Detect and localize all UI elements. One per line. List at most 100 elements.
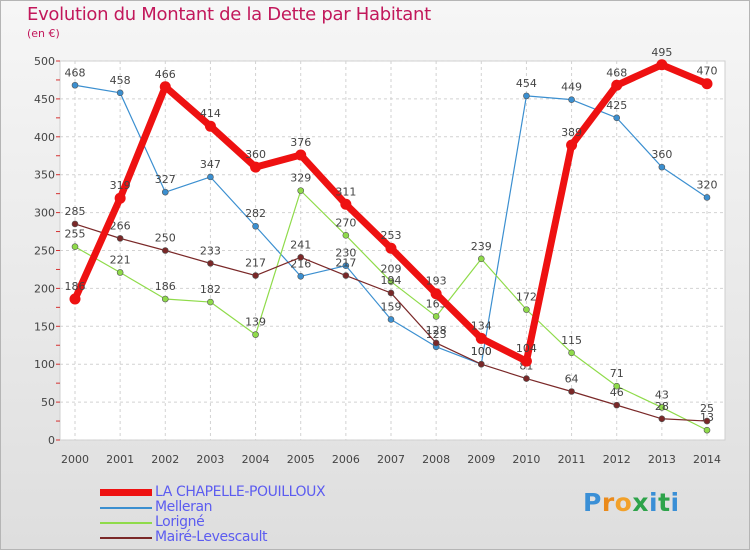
data-point-lorigne [252,331,259,338]
legend-item: Lorigné [100,514,400,530]
data-point-la-chapelle-pouilloux [520,355,532,367]
y-tick-label: 300 [34,207,55,220]
data-point-melleran [342,262,350,269]
data-point-maire-levescault [161,247,169,254]
legend-swatch [100,507,152,509]
data-point-melleran [71,81,79,89]
x-tick-label: 2009 [467,453,495,466]
data-label-la-chapelle-pouilloux: 495 [651,46,672,59]
data-label-melleran: 327 [155,173,176,186]
legend-item: Mairé-Levescault [100,529,400,545]
data-point-lorigne [71,243,79,251]
data-label-melleran: 458 [110,74,131,87]
y-tick-label: 200 [34,282,55,295]
data-point-melleran [658,163,666,171]
data-label-la-chapelle-pouilloux: 468 [606,66,627,79]
proxiti-logo: Proxiti [583,488,680,517]
y-tick-label: 450 [34,93,55,106]
data-label-lorigne: 329 [290,172,311,185]
y-tick-label: 0 [48,434,55,447]
y-tick-label: 150 [34,320,55,333]
legend-item: LA CHAPELLE-POUILLOUX [100,484,400,500]
logo-letter: P [583,488,602,517]
data-point-la-chapelle-pouilloux [430,288,442,300]
data-label-maire-levescault: 233 [200,244,221,257]
x-tick-label: 2000 [61,453,89,466]
logo-letter: r [601,488,615,517]
data-label-lorigne: 139 [245,316,266,329]
data-point-maire-levescault [297,254,305,261]
x-tick-label: 2008 [422,453,450,466]
data-point-lorigne [161,295,169,303]
x-tick-label: 2013 [648,453,676,466]
data-point-la-chapelle-pouilloux [475,332,487,344]
data-label-lorigne: 172 [516,291,537,304]
data-point-lorigne [207,298,214,306]
data-label-maire-levescault: 100 [471,345,492,358]
data-label-melleran: 282 [245,207,266,220]
y-tick-label: 350 [34,169,55,182]
data-point-maire-levescault [71,220,79,228]
data-label-maire-levescault: 241 [290,238,311,251]
data-point-maire-levescault [432,339,440,347]
data-point-lorigne [387,278,395,285]
data-point-la-chapelle-pouilloux [69,293,81,305]
legend-item: Melleran [100,499,400,515]
data-label-lorigne: 209 [381,263,402,276]
data-label-la-chapelle-pouilloux: 193 [426,275,447,288]
logo-letter: i [670,488,680,517]
data-label-la-chapelle-pouilloux: 376 [290,136,311,149]
data-point-maire-levescault [116,235,124,242]
data-label-la-chapelle-pouilloux: 104 [516,342,537,355]
data-label-lorigne: 43 [655,388,669,401]
data-point-lorigne [477,255,485,263]
data-label-maire-levescault: 28 [655,400,669,413]
data-label-lorigne: 221 [110,253,131,266]
chart-title: Evolution du Montant de la Dette par Hab… [27,4,431,25]
data-point-melleran [161,188,169,196]
data-label-la-chapelle-pouilloux: 470 [697,65,718,78]
data-label-melleran: 425 [606,99,627,112]
logo-letter: t [658,488,671,517]
data-point-melleran [297,272,305,280]
data-label-melleran: 320 [697,178,718,191]
data-label-la-chapelle-pouilloux: 311 [335,185,356,198]
data-point-maire-levescault [252,272,259,279]
x-tick-label: 2006 [332,453,360,466]
data-point-maire-levescault [658,415,666,423]
data-label-maire-levescault: 285 [65,205,86,218]
data-label-la-chapelle-pouilloux: 466 [155,68,176,81]
data-point-lorigne [658,404,666,411]
legend-swatch [100,537,152,539]
y-tick-label: 250 [34,245,55,258]
data-point-lorigne [613,382,621,390]
data-point-maire-levescault [387,289,395,297]
data-label-melleran: 360 [651,148,672,161]
legend-label: Lorigné [155,514,205,530]
data-label-maire-levescault: 46 [610,386,624,399]
data-label-lorigne: 270 [335,216,356,229]
x-tick-label: 2003 [196,453,224,466]
legend-label: Mairé-Levescault [155,529,268,545]
x-tick-label: 2001 [106,453,134,466]
data-point-lorigne [342,232,350,239]
data-point-lorigne [523,306,530,313]
x-tick-label: 2007 [377,453,405,466]
data-point-melleran [252,222,259,230]
x-tick-label: 2004 [242,453,270,466]
data-label-la-chapelle-pouilloux: 360 [245,148,266,161]
data-label-la-chapelle-pouilloux: 253 [381,229,402,242]
data-point-maire-levescault [613,401,621,409]
data-label-la-chapelle-pouilloux: 186 [65,280,86,293]
data-label-melleran: 449 [561,81,582,94]
data-label-melleran: 216 [290,257,311,270]
data-label-maire-levescault: 128 [426,324,447,337]
data-point-la-chapelle-pouilloux [611,79,623,91]
y-tick-label: 500 [34,55,55,68]
data-label-maire-levescault: 64 [565,372,579,385]
data-label-maire-levescault: 266 [110,219,131,232]
data-point-melleran [613,114,621,122]
x-tick-label: 2010 [512,453,540,466]
data-point-la-chapelle-pouilloux [114,192,126,204]
data-label-la-chapelle-pouilloux: 134 [471,319,492,332]
